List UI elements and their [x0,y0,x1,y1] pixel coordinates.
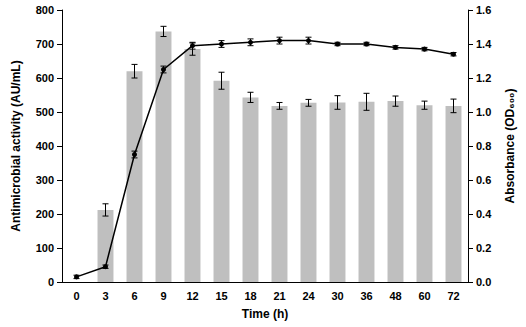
svg-text:36: 36 [360,290,372,302]
svg-text:Absorbance (OD₆₀₀): Absorbance (OD₆₀₀) [503,89,517,204]
svg-text:400: 400 [36,140,54,152]
svg-text:30: 30 [331,290,343,302]
svg-text:300: 300 [36,174,54,186]
svg-text:Time (h): Time (h) [242,307,288,321]
svg-text:72: 72 [447,290,459,302]
svg-text:3: 3 [102,290,108,302]
svg-text:0.0: 0.0 [476,276,491,288]
svg-text:6: 6 [131,290,137,302]
svg-text:48: 48 [389,290,401,302]
svg-text:9: 9 [160,290,166,302]
svg-text:800: 800 [36,4,54,16]
svg-text:500: 500 [36,106,54,118]
svg-text:0.2: 0.2 [476,242,491,254]
svg-text:100: 100 [36,242,54,254]
svg-text:1.2: 1.2 [476,72,491,84]
svg-text:0.6: 0.6 [476,174,491,186]
svg-text:Antimicrobial activity (AU/mL): Antimicrobial activity (AU/mL) [9,60,23,231]
svg-text:1.0: 1.0 [476,106,491,118]
svg-text:0: 0 [48,276,54,288]
svg-text:0: 0 [73,290,79,302]
svg-text:0.8: 0.8 [476,140,491,152]
svg-text:21: 21 [273,290,285,302]
svg-text:200: 200 [36,208,54,220]
svg-text:12: 12 [186,290,198,302]
svg-text:1.6: 1.6 [476,4,491,16]
svg-text:0.4: 0.4 [476,208,492,220]
svg-text:700: 700 [36,38,54,50]
svg-text:60: 60 [418,290,430,302]
svg-text:15: 15 [215,290,227,302]
svg-text:1.4: 1.4 [476,38,492,50]
svg-text:18: 18 [244,290,256,302]
svg-text:600: 600 [36,72,54,84]
svg-text:24: 24 [302,290,315,302]
